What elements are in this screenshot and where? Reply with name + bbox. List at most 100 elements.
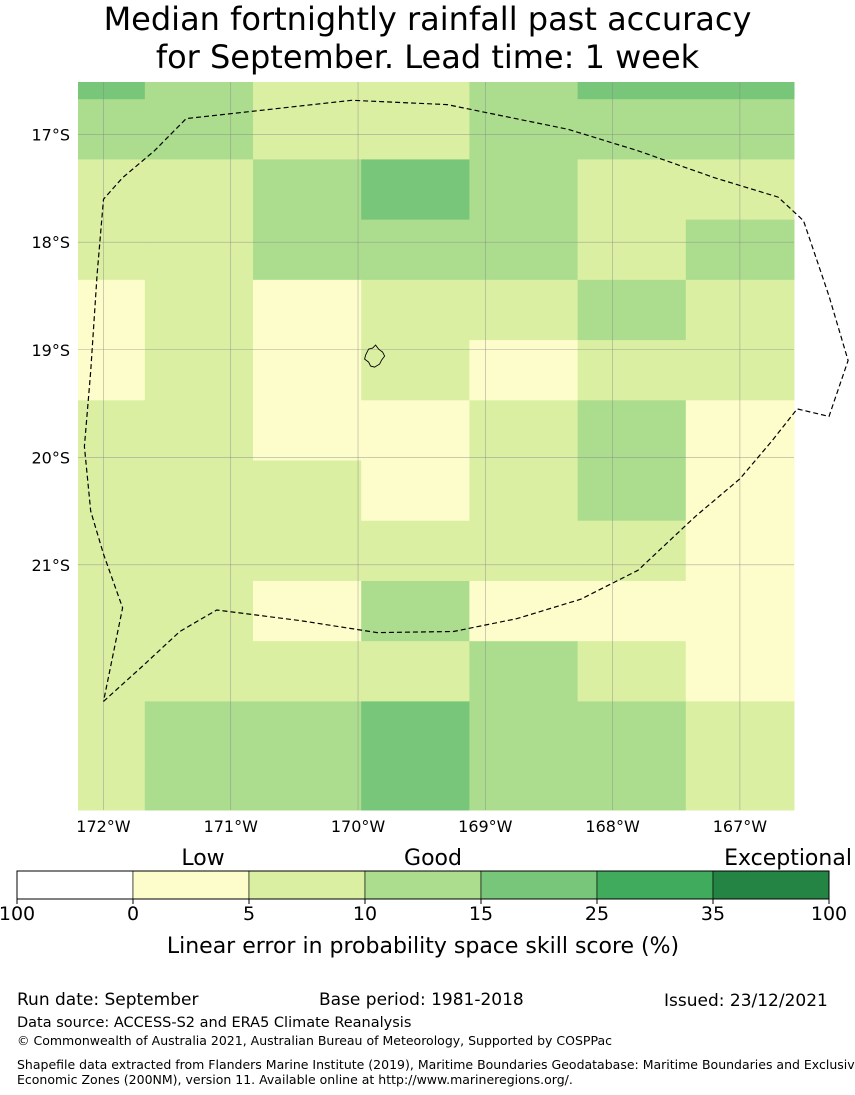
heatmap-cell [469, 520, 579, 582]
heatmap-cell [361, 340, 470, 401]
colorbar-segment [596, 870, 714, 900]
y-tick-label: 18°S [31, 233, 70, 252]
colorbar-tick-label: 35 [701, 903, 725, 925]
heatmap-cell [469, 279, 579, 341]
heatmap-cell [144, 520, 254, 582]
heatmap-cell [144, 641, 254, 702]
colorbar-segment [16, 870, 134, 900]
heatmap-cell [253, 219, 362, 281]
heatmap-cell [144, 400, 254, 462]
heatmap-cell [577, 340, 687, 401]
x-tick-label: 167°W [713, 817, 768, 836]
x-tick-label: 171°W [204, 817, 259, 836]
x-tick-label: 170°W [331, 817, 386, 836]
run-date: Run date: September [17, 990, 199, 1010]
heatmap-cell [253, 99, 362, 160]
colorbar-segment [480, 870, 598, 900]
heatmap-cell [253, 701, 362, 763]
heatmap-cell [361, 400, 470, 462]
colorbar-tick-label: 25 [585, 903, 609, 925]
heatmap-cell [78, 219, 146, 281]
data-source: Data source: ACCESS-S2 and ERA5 Climate … [17, 1015, 412, 1031]
map-axes: 172°W 171°W 170°W 169°W 168°W 167°W 17°S 18°S 19… [31, 126, 767, 836]
heatmap-cell [469, 460, 579, 522]
x-tick-label: 169°W [458, 817, 513, 836]
heatmap-cell [577, 219, 687, 281]
heatmap-cell [253, 520, 362, 582]
colorbar: 100 0 5 10 15 25 35 100 Low Good Exceptional Linear… [0, 846, 852, 959]
copyright: © Commonwealth of Australia 2021, Austra… [17, 1033, 612, 1048]
heatmap-cell [144, 219, 254, 281]
heatmap-cell [78, 701, 146, 763]
heatmap-cell [78, 641, 146, 702]
heatmap-cell [253, 641, 362, 702]
heatmap-cell [469, 580, 579, 642]
eez-boundary-group [83, 99, 849, 702]
heatmap-cell [469, 159, 579, 221]
colorbar-tick-label: 15 [469, 903, 493, 925]
heatmap-cell [469, 340, 579, 401]
heatmap-cell [144, 701, 254, 763]
heatmap-cell [253, 340, 362, 401]
heatmap-cell [144, 159, 254, 221]
island-outline [364, 344, 386, 368]
x-tick-label: 168°W [585, 817, 640, 836]
heatmap-cell [361, 460, 470, 522]
heatmap-cell [144, 279, 254, 341]
heatmap-cell [361, 761, 470, 811]
y-tick-label: 21°S [31, 556, 70, 575]
heatmap-cell [144, 99, 254, 160]
colorbar-segment [364, 870, 482, 900]
heatmap-cell [78, 99, 146, 160]
heatmap-cell [469, 400, 579, 462]
heatmap-cell [78, 460, 146, 522]
heatmap-cell [78, 340, 146, 401]
heatmap-cell [361, 159, 470, 221]
heatmap-cell [577, 400, 687, 462]
heatmap-cell [253, 460, 362, 522]
colorbar-category-label: Good [404, 846, 462, 871]
heatmap-cell [577, 159, 687, 221]
heatmap-cell [361, 99, 470, 160]
x-tick-label: 172°W [76, 817, 131, 836]
heatmap-cell [78, 82, 146, 100]
heatmap-cell [577, 641, 687, 702]
heatmap-cell [253, 761, 362, 811]
colorbar-axis-label: Linear error in probability space skill … [167, 934, 679, 959]
heatmap-cell [361, 520, 470, 582]
heatmap-cell [469, 82, 579, 100]
issued-date: Issued: 23/12/2021 [664, 991, 828, 1011]
shapefile-credit-line-2: Economic Zones (200NM), version 11. Avai… [17, 1072, 573, 1087]
heatmap-cell [253, 400, 362, 462]
heatmap-cell [253, 159, 362, 221]
heatmap-cell [253, 279, 362, 341]
heatmap-cell [78, 279, 146, 341]
colorbar-segment [712, 870, 830, 900]
colorbar-tick-label: 10 [353, 903, 377, 925]
heatmap-cells [78, 82, 795, 811]
heatmap-cell [469, 641, 579, 702]
heatmap-cell [577, 701, 687, 763]
colorbar-tick-label: 100 [811, 903, 847, 925]
heatmap-cell [469, 701, 579, 763]
heatmap-cell [577, 82, 687, 100]
title-line-1: Median fortnightly rainfall past accurac… [103, 0, 752, 38]
y-tick-label: 17°S [31, 126, 70, 145]
colorbar-category-label: Low [181, 846, 224, 871]
heatmap-cell [144, 580, 254, 642]
heatmap-cell [78, 159, 146, 221]
heatmap-cell [469, 761, 579, 811]
map-gridlines [78, 82, 794, 810]
heatmap-cell [469, 219, 579, 281]
heatmap-cell [361, 82, 470, 100]
chart-title: Median fortnightly rainfall past accurac… [0, 0, 855, 76]
heatmap-cell [78, 761, 146, 811]
heatmap-cell [253, 82, 362, 100]
heatmap-cell [469, 99, 579, 160]
heatmap-cell [78, 580, 146, 642]
colorbar-tick-label: 5 [243, 903, 255, 925]
heatmap-cell [577, 761, 687, 811]
heatmap-cell [577, 460, 687, 522]
heatmap-cell [577, 279, 687, 341]
y-tick-label: 20°S [31, 448, 70, 467]
